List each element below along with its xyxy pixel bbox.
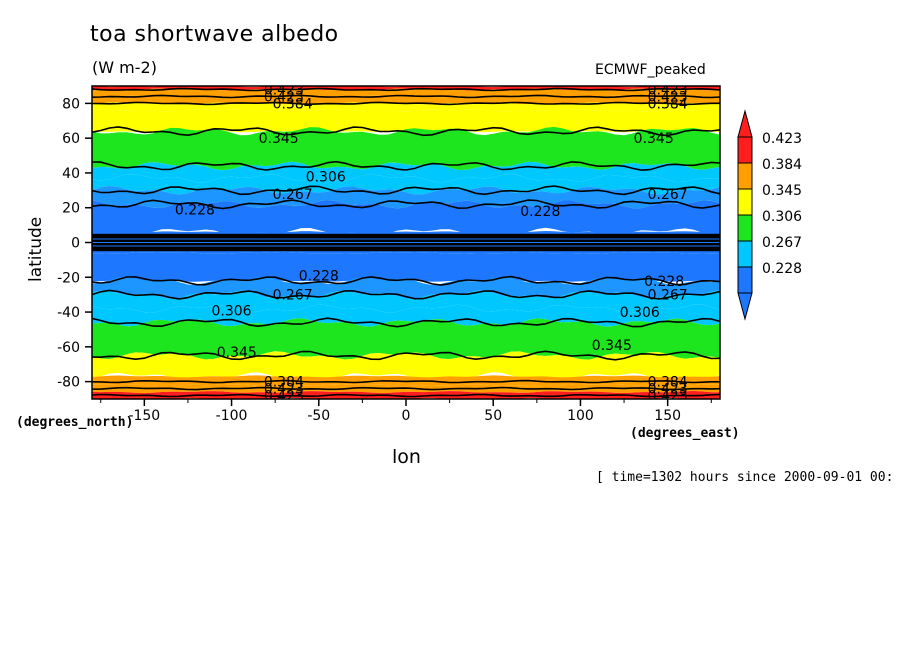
y-tick-label: -40 <box>57 305 80 321</box>
contour-label: 0.384 <box>648 96 688 112</box>
band <box>92 351 720 381</box>
contour-line <box>92 101 720 106</box>
y-tick-label: -20 <box>57 270 80 286</box>
contour-label: 0.384 <box>648 375 688 391</box>
colorbar-label: 0.423 <box>762 131 802 147</box>
contour-label: 0.267 <box>273 288 313 304</box>
y-axis-units: (degrees_north) <box>16 415 134 430</box>
colorbar-label: 0.306 <box>762 209 802 225</box>
contour-label: 0.423 <box>648 89 688 105</box>
contour-label: 0.228 <box>175 202 215 218</box>
colorbar: 0.423 0.384 0.345 0.306 0.267 0.228 <box>737 109 802 321</box>
colorbar-segment <box>737 162 753 190</box>
contour-line <box>92 94 720 99</box>
contour-label: 0.384 <box>273 96 313 112</box>
y-tick-label: -60 <box>57 340 80 356</box>
contour-label: 0.423 <box>264 89 304 105</box>
colorbar-over-arrow <box>737 109 753 138</box>
contour-line <box>92 160 720 172</box>
band <box>92 290 720 313</box>
dataset-label: ECMWF_peaked <box>595 62 706 78</box>
y-tick-label: 60 <box>62 131 80 147</box>
contour-label: 0.228 <box>520 204 560 220</box>
band <box>92 391 720 399</box>
x-tick-label: 50 <box>484 408 502 424</box>
contour-line <box>92 87 720 92</box>
x-axis-units: (degrees_east) <box>630 426 740 441</box>
colorbar-label: 0.267 <box>762 235 802 251</box>
x-axis-label: lon <box>392 446 421 468</box>
contour-line <box>92 289 720 300</box>
contour-line <box>92 317 720 328</box>
colorbar-segment <box>737 266 753 294</box>
x-tick-label: -150 <box>128 408 160 424</box>
contour-label: 0.345 <box>217 345 257 361</box>
contour-label: 0.267 <box>648 288 688 304</box>
band <box>92 251 720 282</box>
colorbar-label: 0.384 <box>762 157 802 173</box>
x-tick-label: -100 <box>216 408 248 424</box>
y-tick-label: 20 <box>62 201 80 217</box>
y-tick-label: -80 <box>57 375 80 391</box>
band <box>92 276 720 299</box>
colorbar-label: 0.228 <box>762 261 802 277</box>
contour-label: 0.423 <box>648 382 688 398</box>
contour-label: 0.345 <box>592 338 632 354</box>
band <box>92 318 720 360</box>
band <box>92 174 720 195</box>
contour-line <box>92 393 720 398</box>
x-tick-label: 150 <box>654 408 681 424</box>
colorbar-segment <box>737 240 753 268</box>
contour-label: 0.423 <box>648 389 688 405</box>
contour-label: 0.423 <box>264 382 304 398</box>
y-tick-label: 40 <box>62 166 80 182</box>
contour-line <box>92 275 720 286</box>
x-tick-label: -50 <box>307 408 330 424</box>
chart-units: (W m-2) <box>92 58 157 77</box>
band <box>92 109 720 133</box>
contour-label: 0.306 <box>620 305 660 321</box>
x-tick-label: 100 <box>567 408 594 424</box>
colorbar-segment <box>737 188 753 216</box>
y-tick-label: 0 <box>71 236 80 252</box>
contour-label: 0.423 <box>648 82 688 98</box>
contour-line <box>92 126 720 137</box>
contour-label: 0.267 <box>648 187 688 203</box>
band <box>92 95 720 105</box>
contour-line <box>92 379 720 384</box>
band <box>92 102 720 112</box>
contour-line <box>92 199 720 210</box>
contour-label: 0.228 <box>299 269 339 285</box>
contour-label: 0.228 <box>644 274 684 290</box>
band <box>92 126 720 171</box>
band <box>92 161 720 183</box>
contour-line <box>92 386 720 391</box>
contour-label: 0.306 <box>212 303 252 319</box>
contour-label: 0.345 <box>259 131 299 147</box>
contour-line <box>92 350 720 361</box>
chart-title: toa shortwave albedo <box>90 22 339 47</box>
axes: -150 -100 -50 0 50 100 150 -80 -60 -40 -20 0 20 40 60 8… <box>57 96 712 424</box>
contour-label: 0.345 <box>634 131 674 147</box>
band <box>92 304 720 327</box>
colorbar-segment <box>737 136 753 164</box>
x-tick-label: 0 <box>402 408 411 424</box>
colorbar-under-arrow <box>737 292 753 321</box>
contour-label: 0.267 <box>273 187 313 203</box>
contour-label: 0.423 <box>264 82 304 98</box>
time-info: [ time=1302 hours since 2000-09-01 00: <box>596 470 894 485</box>
band <box>92 86 720 91</box>
contour-line <box>92 185 720 196</box>
contour-label: 0.306 <box>306 169 346 185</box>
colorbar-label: 0.345 <box>762 183 802 199</box>
contour-label: 0.384 <box>264 375 304 391</box>
y-tick-label: 80 <box>62 96 80 112</box>
colorbar-segment <box>737 214 753 242</box>
contour-label: 0.423 <box>264 389 304 405</box>
band <box>92 200 720 237</box>
